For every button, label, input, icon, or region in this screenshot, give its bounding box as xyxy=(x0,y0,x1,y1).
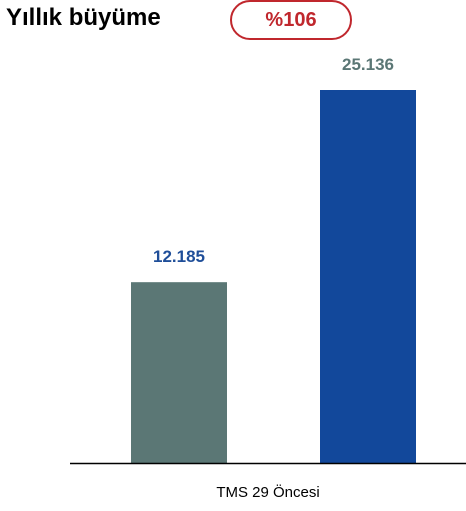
chart-title: Yıllık büyüme xyxy=(6,4,161,31)
bar-1 xyxy=(131,282,227,463)
bar-2-value-label: 25.136 xyxy=(342,55,394,74)
growth-badge-value: %106 xyxy=(265,8,317,31)
bar-1-value-label: 12.185 xyxy=(153,247,205,266)
x-category-label: TMS 29 Öncesi xyxy=(216,484,320,501)
bar-2 xyxy=(320,90,416,463)
growth-badge: %106 xyxy=(230,0,352,40)
